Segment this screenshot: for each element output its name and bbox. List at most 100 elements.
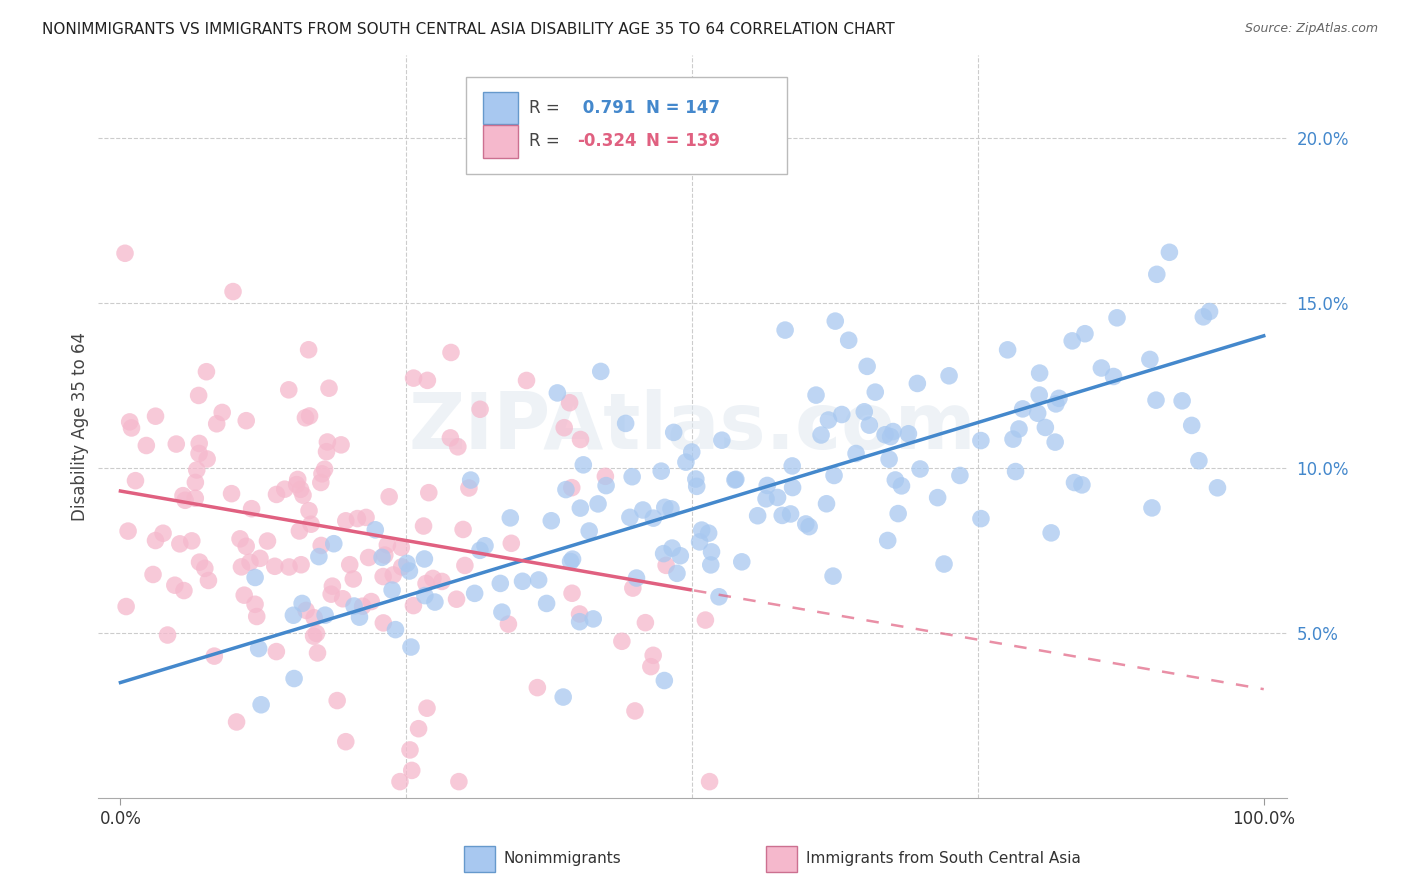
Point	[1062, 334, 1084, 348]
Point	[121, 421, 143, 435]
Point	[391, 560, 413, 574]
Point	[561, 586, 583, 600]
Point	[408, 722, 430, 736]
Point	[817, 413, 839, 427]
Point	[399, 743, 422, 757]
Point	[558, 395, 581, 409]
Point	[277, 383, 299, 397]
Point	[553, 420, 575, 434]
Point	[256, 534, 278, 549]
Point	[1026, 406, 1049, 420]
Point	[250, 698, 273, 712]
Point	[654, 500, 676, 515]
Point	[374, 548, 396, 562]
Point	[283, 608, 305, 623]
Point	[315, 444, 337, 458]
Point	[290, 483, 312, 497]
Point	[229, 532, 252, 546]
Point	[377, 538, 399, 552]
Point	[231, 560, 253, 574]
Text: -0.324: -0.324	[576, 132, 637, 151]
Point	[205, 417, 228, 431]
Point	[823, 468, 845, 483]
Point	[288, 524, 311, 538]
Point	[540, 514, 562, 528]
Point	[970, 434, 993, 448]
Point	[884, 473, 907, 487]
Point	[399, 640, 422, 654]
Point	[1192, 310, 1215, 324]
Text: N = 139: N = 139	[645, 132, 720, 151]
Text: 0.791: 0.791	[576, 99, 636, 117]
Point	[699, 774, 721, 789]
Point	[240, 501, 263, 516]
Point	[239, 555, 262, 569]
Point	[389, 541, 412, 555]
Point	[321, 579, 343, 593]
Point	[440, 345, 463, 359]
Point	[246, 609, 269, 624]
Point	[707, 590, 730, 604]
Point	[1090, 361, 1112, 376]
Point	[235, 539, 257, 553]
Point	[1004, 465, 1026, 479]
Point	[1011, 401, 1033, 416]
Point	[197, 574, 219, 588]
Point	[1071, 478, 1094, 492]
Point	[401, 764, 423, 778]
Point	[572, 458, 595, 472]
Point	[349, 610, 371, 624]
Point	[423, 595, 446, 609]
Point	[858, 418, 880, 433]
Point	[266, 487, 288, 501]
Point	[643, 511, 665, 525]
Point	[233, 588, 256, 602]
Point	[174, 493, 197, 508]
Point	[755, 491, 778, 506]
Point	[1139, 352, 1161, 367]
Point	[415, 576, 437, 591]
Point	[897, 426, 920, 441]
Point	[1033, 420, 1056, 434]
Point	[1043, 435, 1066, 450]
Point	[669, 549, 692, 563]
Point	[770, 508, 793, 523]
Point	[1146, 268, 1168, 282]
Point	[416, 373, 439, 387]
Point	[316, 435, 339, 450]
Point	[845, 446, 868, 460]
Point	[263, 559, 285, 574]
Point	[621, 469, 644, 483]
Point	[1008, 422, 1031, 436]
Point	[731, 555, 754, 569]
Point	[321, 587, 343, 601]
Point	[292, 488, 315, 502]
Point	[949, 468, 972, 483]
Point	[302, 629, 325, 643]
Point	[373, 615, 395, 630]
Point	[464, 586, 486, 600]
Point	[309, 475, 332, 490]
Point	[460, 473, 482, 487]
Point	[188, 555, 211, 569]
Point	[589, 364, 612, 378]
Point	[1028, 366, 1050, 380]
Point	[247, 641, 270, 656]
Point	[526, 681, 548, 695]
Point	[491, 605, 513, 619]
Point	[339, 558, 361, 572]
Point	[546, 385, 568, 400]
Point	[381, 583, 404, 598]
Point	[186, 463, 208, 477]
Point	[287, 472, 309, 486]
Point	[773, 323, 796, 337]
Point	[681, 445, 703, 459]
Point	[169, 537, 191, 551]
Point	[413, 552, 436, 566]
Point	[295, 603, 318, 617]
Point	[536, 597, 558, 611]
Point	[124, 474, 146, 488]
Point	[610, 634, 633, 648]
Text: NONIMMIGRANTS VS IMMIGRANTS FROM SOUTH CENTRAL ASIA DISABILITY AGE 35 TO 64 CORR: NONIMMIGRANTS VS IMMIGRANTS FROM SOUTH C…	[42, 22, 896, 37]
Point	[221, 486, 243, 500]
